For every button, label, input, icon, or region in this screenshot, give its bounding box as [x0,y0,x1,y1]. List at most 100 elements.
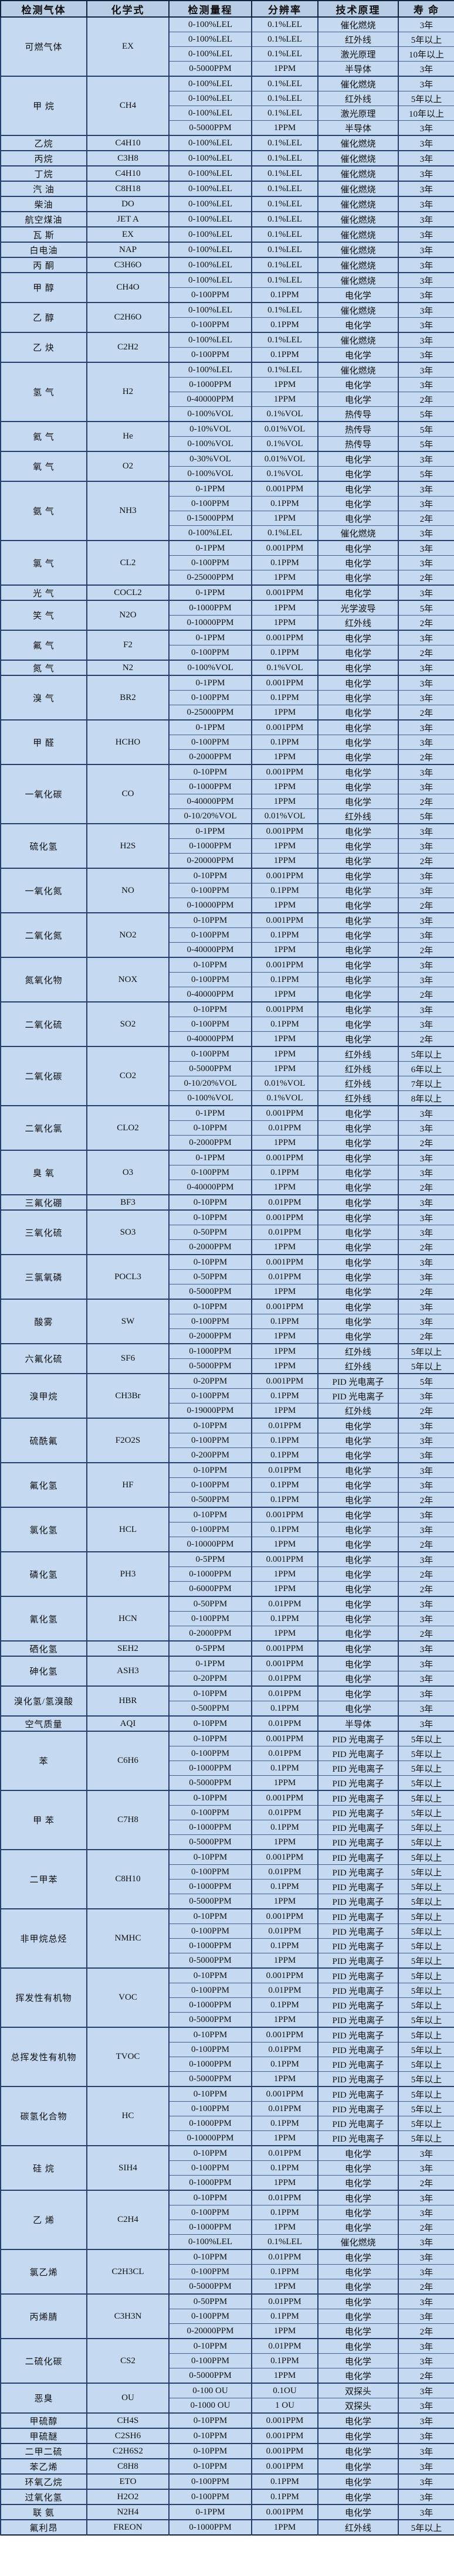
gas-name-cell: 硒化氢 [0,1640,87,1656]
gas-name-cell: 丙 酮 [0,257,87,273]
principle-cell: PID 光电离子 [317,1820,399,1835]
range-cell: 0-100PPM [168,690,252,705]
formula-cell: HBR [86,1685,170,1716]
life-cell: 3年 [398,332,454,348]
principle-cell: PID 光电离子 [317,1373,399,1389]
principle-cell: 电化学 [317,630,399,645]
life-cell: 2年 [398,987,454,1002]
principle-cell: 红外线 [317,615,399,630]
table-row: 二甲二硫 C2H6S2 0-10PPM 0.001PPM 电化学 3年 [0,2443,454,2459]
table-row: 苯乙烯 C8H8 0-10PPM 0.001PPM 电化学 3年 [0,2458,454,2474]
resolution-cell: 1PPM [251,392,319,407]
principle-cell: 电化学 [317,2205,399,2220]
range-cell: 0-100%VOL [168,660,252,675]
header-principle: 技术原理 [317,0,399,18]
life-cell: 3年 [398,2190,454,2205]
life-cell: 5年以上 [398,1820,454,1835]
principle-cell: 红外线 [317,1076,399,1091]
formula-cell: H2 [86,362,170,422]
table-row: 0-100%LEL 0.1%LEL 红外线 5年以上 [1,91,454,106]
range-cell: 0-25000PPM [168,705,252,720]
resolution-cell: 0.001PPM [251,1656,319,1671]
resolution-cell: 0.01PPM [251,2101,319,2116]
range-cell: 0-100%LEL [168,242,252,257]
principle-cell: 电化学 [317,1596,399,1612]
table-row: 0-1000PPM 0.1PPM PID 光电离子 5年以上 [1,1938,454,1953]
gas-name-cell: 乙 烯 [0,2190,87,2249]
principle-cell: 电化学 [317,868,399,883]
principle-cell: 双探头 [317,2398,399,2413]
range-cell: 0-10000PPM [168,615,252,630]
range-cell: 0-100PPM [168,1522,252,1537]
principle-cell: 催化燃烧 [317,242,399,257]
table-row: 氯 气 CL2 0-1PPM 0.001PPM 电化学 3年 [0,540,454,585]
principle-cell: PID 光电离子 [317,2042,399,2057]
resolution-cell: 0.001PPM [251,1373,319,1389]
resolution-cell: 0.01PPM [251,1596,319,1612]
life-cell: 5年以上 [398,1953,454,1968]
formula-cell: TVOC [86,2027,170,2086]
life-cell: 5年以上 [398,1731,454,1746]
principle-cell: 催化燃烧 [317,2234,399,2249]
table-row: 0-40000PPM 1PPM 电化学 2年 [1,1180,454,1195]
gas-name-cell: 瓦 斯 [0,226,87,242]
life-cell: 2年 [398,1135,454,1150]
range-cell: 0-19000PPM [168,1403,252,1418]
range-cell: 0-100%VOL [168,466,252,481]
gas-name-cell: 氦 气 [0,421,87,451]
table-row: 0-100PPM 0.1PPM 电化学 3年 [1,2353,454,2368]
life-cell: 2年 [398,1492,454,1507]
header-range: 检测量程 [168,0,252,18]
table-row: 0-19000PPM 1PPM 红外线 2年 [1,1403,454,1418]
range-cell: 0-100PPM [168,1611,252,1626]
resolution-cell: 0.001PPM [251,957,319,973]
gas-name-cell: 空气质量 [0,1715,87,1731]
table-row: 0-100PPM 0.1PPM 电化学 3年 [1,1477,454,1493]
resolution-cell: 1PPM [251,600,319,616]
formula-cell: C2H4 [86,2190,170,2249]
resolution-cell: 0.1%LEL [251,196,319,212]
life-cell: 3年 [398,735,454,750]
life-cell: 3年 [398,1596,454,1612]
life-cell: 3年 [398,972,454,987]
range-cell: 0-40000PPM [168,392,252,407]
principle-cell: 电化学 [317,749,399,764]
life-cell: 3年 [398,630,454,645]
resolution-cell: 1PPM [251,1581,319,1596]
range-cell: 0-10PPM [168,2027,252,2043]
range-cell: 0-100PPM [168,1923,252,1939]
table-row: 0-1000PPM 0.1PPM PID 光电离子 5年以上 [1,1820,454,1835]
table-row: 三氧化硫 SO3 0-10PPM 0.001PPM 电化学 3年 [0,1209,454,1255]
life-cell: 5年以上 [398,2519,454,2535]
formula-cell: C2H6S2 [86,2443,170,2459]
life-cell: 2年 [398,1581,454,1596]
life-cell: 3年 [398,1656,454,1671]
table-row: 0-5000PPM 1PPM PID 光电离子 5年以上 [1,1775,454,1790]
gas-name-cell: 联 氨 [0,2504,87,2520]
resolution-cell: 0.001PPM [251,481,319,497]
resolution-cell: 0.1PPM [251,2309,319,2324]
range-cell: 0-1PPM [168,675,252,691]
resolution-cell: 0.1PPM [251,1477,319,1493]
range-cell: 0-1000PPM [168,2057,252,2072]
formula-cell: C8H8 [86,2458,170,2474]
life-cell: 3年 [398,555,454,570]
table-row: 氟 气 F2 0-1PPM 0.001PPM 电化学 3年 [0,630,454,660]
resolution-cell: 0.01PPM [251,2042,319,2057]
life-cell: 5年以上 [398,2057,454,2072]
principle-cell: 电化学 [317,2160,399,2176]
gas-name-cell: 可燃气体 [0,16,87,76]
resolution-cell: 1PPM [251,511,319,526]
range-cell: 0-10/20%VOL [168,1076,252,1091]
header-formula: 化学式 [86,0,170,18]
gas-name-cell: 总挥发性有机物 [0,2027,87,2086]
life-cell: 5年以上 [398,2042,454,2057]
principle-cell: 电化学 [317,496,399,511]
resolution-cell: 0.01PPM [251,1805,319,1820]
table-row: 0-100PPM 0.1PPM 电化学 3年 [1,1433,454,1448]
table-row: 0-100%LEL 0.1%LEL 红外线 5年以上 [1,32,454,47]
table-row: 0-100PPM 0.01PPM PID 光电离子 5年以上 [1,2042,454,2057]
gas-name-cell: 恶臭 [0,2383,87,2413]
resolution-cell: 0.01PPM [251,1418,319,1433]
resolution-cell: 1PPM [251,705,319,720]
